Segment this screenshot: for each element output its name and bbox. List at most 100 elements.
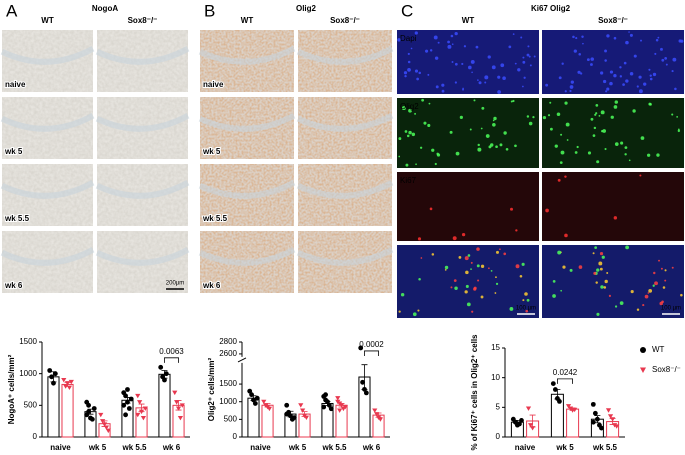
x-tick-label: wk 5.5 — [121, 443, 147, 452]
cell — [625, 40, 629, 45]
cell — [562, 265, 566, 269]
cell — [592, 252, 595, 255]
cell — [427, 123, 431, 128]
cell — [596, 268, 600, 272]
column-header: WT — [241, 16, 254, 25]
cell — [625, 245, 630, 250]
cell — [558, 76, 562, 80]
cell — [549, 127, 553, 131]
cell — [451, 61, 454, 63]
cell — [476, 247, 480, 251]
cell — [559, 161, 563, 165]
cell — [633, 54, 637, 58]
data-point — [527, 423, 534, 428]
cell — [492, 119, 495, 122]
data-point — [172, 390, 178, 396]
x-tick-label: wk 5.5 — [592, 443, 618, 452]
tissue-band — [0, 112, 95, 132]
cell — [664, 57, 668, 60]
p-value: 0.0002 — [359, 340, 384, 349]
panel-title: Ki67 Olig2 — [531, 4, 571, 13]
cell — [450, 34, 454, 38]
data-point — [47, 368, 53, 373]
cell — [470, 268, 472, 270]
cell — [623, 61, 627, 65]
cell — [624, 146, 628, 150]
cell — [420, 257, 423, 259]
cell — [604, 279, 608, 284]
cell — [465, 284, 469, 288]
x-tick-label: wk 5.5 — [321, 443, 347, 452]
error-bar — [64, 382, 71, 387]
cell — [638, 75, 642, 79]
cell — [671, 70, 674, 73]
error-bar — [529, 414, 536, 428]
data-point — [52, 371, 58, 377]
data-point — [363, 390, 369, 396]
data-point — [252, 401, 258, 406]
row-label: Olig2 — [400, 102, 419, 111]
error-bar — [50, 371, 57, 383]
cell — [606, 87, 610, 91]
cell — [528, 55, 531, 58]
cell — [484, 75, 489, 80]
cell — [649, 74, 652, 77]
cell — [619, 66, 622, 69]
cell — [405, 163, 409, 167]
cell — [614, 142, 619, 146]
data-point — [177, 416, 184, 421]
data-point — [140, 416, 147, 421]
y-tick-label: 5 — [496, 402, 501, 411]
cell — [478, 81, 482, 85]
significance-bracket — [364, 350, 379, 356]
x-tick-label: wk 5 — [288, 443, 307, 452]
cell — [613, 216, 618, 220]
cell — [477, 279, 480, 282]
cell — [429, 49, 433, 52]
cell — [497, 75, 501, 79]
y-axis-label: NogoA⁺ cells/mm² — [7, 354, 16, 424]
cell — [542, 115, 547, 120]
data-point — [377, 417, 384, 422]
cell — [664, 279, 667, 282]
data-point — [342, 405, 348, 410]
cell — [529, 64, 532, 67]
cell — [545, 83, 549, 87]
cell — [453, 279, 457, 282]
cell — [475, 45, 479, 49]
cell — [473, 286, 477, 290]
y-tick-label: 500 — [24, 400, 38, 409]
column-header: Sox8⁻/⁻ — [598, 16, 628, 25]
data-point — [89, 416, 95, 422]
cell — [514, 144, 517, 148]
data-point — [565, 404, 572, 409]
cell — [414, 112, 417, 115]
micrograph-texture — [542, 172, 684, 241]
row-label: wk 6 — [4, 281, 23, 290]
cell — [509, 307, 514, 311]
cell — [671, 113, 674, 116]
cell — [412, 312, 417, 317]
cell — [646, 153, 651, 157]
cell — [417, 309, 420, 312]
cell — [495, 145, 498, 149]
cell — [477, 143, 480, 147]
data-point — [300, 408, 306, 413]
cell — [582, 42, 584, 45]
error-bar — [554, 389, 561, 400]
cell — [488, 267, 490, 270]
cell — [487, 55, 491, 59]
cell — [613, 36, 617, 40]
cell — [477, 79, 479, 81]
cell — [499, 248, 501, 251]
cell — [408, 130, 412, 135]
cell — [671, 266, 674, 269]
cell — [595, 103, 599, 107]
x-tick-label: wk 6 — [162, 443, 181, 452]
cell — [495, 276, 497, 279]
cell — [619, 75, 623, 78]
y-tick-label: 0 — [33, 432, 38, 441]
cell — [428, 102, 431, 105]
cell — [678, 39, 682, 43]
axis-break — [237, 357, 247, 363]
